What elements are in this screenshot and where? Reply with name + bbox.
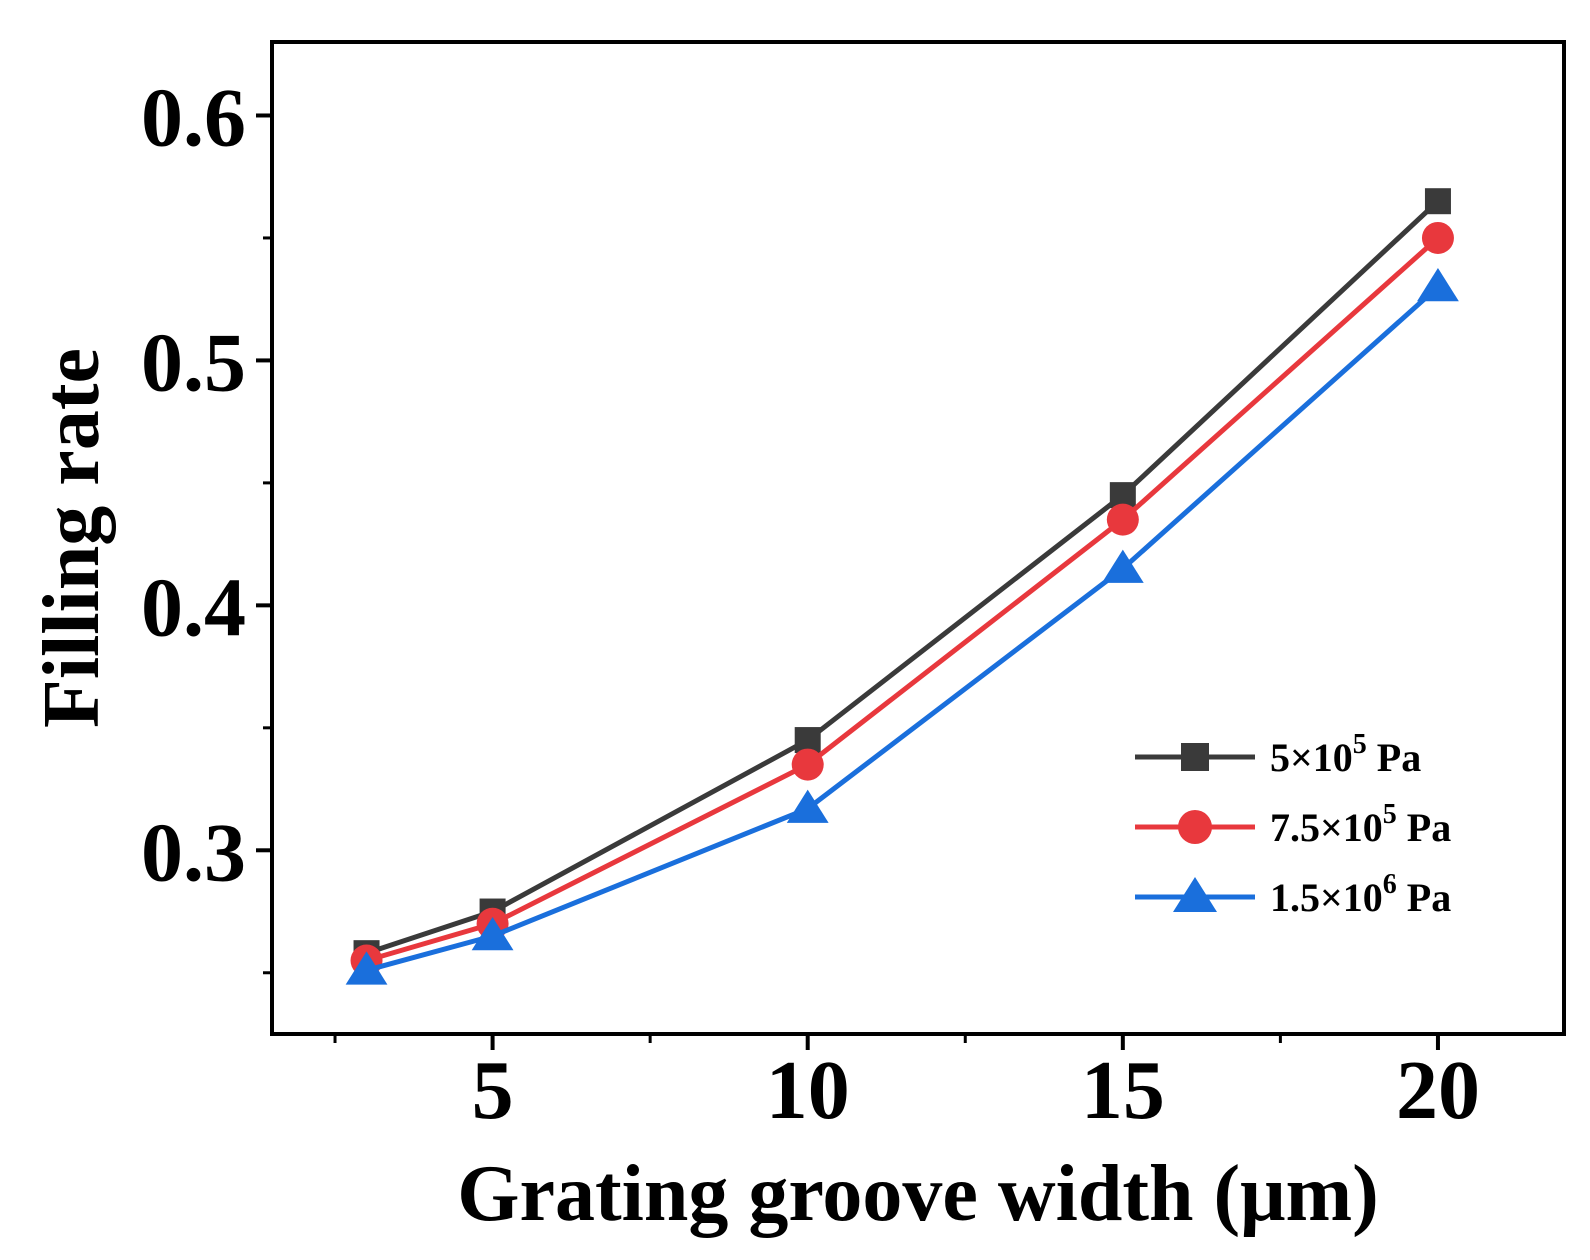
data-point: [786, 789, 829, 823]
legend-label-base: 5×10: [1270, 735, 1353, 780]
legend-item: 5×105 Pa: [1135, 729, 1421, 780]
data-point: [1421, 221, 1454, 254]
x-tick-label: 5: [472, 1044, 514, 1137]
legend-item: 1.5×106 Pa: [1135, 869, 1451, 920]
data-point: [791, 748, 824, 781]
data-point: [1106, 503, 1139, 536]
data-point: [1101, 549, 1144, 583]
data-point: [471, 917, 514, 951]
legend-label-exponent: 5: [1353, 729, 1367, 760]
y-tick-label: 0.4: [141, 561, 246, 654]
x-tick-label: 15: [1081, 1044, 1165, 1137]
legend-label-base: 7.5×10: [1270, 805, 1383, 850]
legend-label-unit: Pa: [1367, 735, 1421, 780]
data-point: [1424, 188, 1451, 215]
plot-frame: [270, 40, 1566, 1036]
legend-label-unit: Pa: [1397, 805, 1451, 850]
series-2: [350, 221, 1454, 977]
legend-label-exponent: 6: [1383, 869, 1397, 900]
legend-marker: [1178, 810, 1212, 844]
series-line: [365, 285, 1440, 973]
legend: 5×105 Pa7.5×105 Pa1.5×106 Pa: [1135, 729, 1451, 920]
series-line: [365, 236, 1440, 963]
x-axis-title: Grating groove width (μm): [457, 1150, 1379, 1238]
y-tick-label: 0.6: [141, 71, 246, 164]
axis-ticks: 5 10 15 20 0.3 0.4 0.5 0.6: [141, 71, 1480, 1137]
legend-item: 7.5×105 Pa: [1135, 799, 1451, 850]
legend-marker: [1181, 743, 1209, 771]
x-tick-label: 20: [1396, 1044, 1480, 1137]
legend-label: 7.5×105 Pa: [1270, 799, 1451, 850]
legend-label-exponent: 5: [1383, 799, 1397, 830]
legend-label: 1.5×106 Pa: [1270, 869, 1451, 920]
legend-label-unit: Pa: [1397, 875, 1451, 920]
y-tick-label: 0.5: [141, 316, 246, 409]
data-point: [1417, 267, 1459, 302]
x-tick-label: 10: [766, 1044, 850, 1137]
y-tick-label: 0.3: [141, 806, 246, 899]
y-axis-title: Filling rate: [28, 348, 116, 728]
legend-marker: [1173, 877, 1217, 912]
series-3: [345, 267, 1459, 985]
data-point: [345, 951, 388, 985]
legend-label: 5×105 Pa: [1270, 729, 1421, 780]
series-layer: [345, 188, 1459, 985]
legend-label-base: 1.5×10: [1270, 875, 1383, 920]
